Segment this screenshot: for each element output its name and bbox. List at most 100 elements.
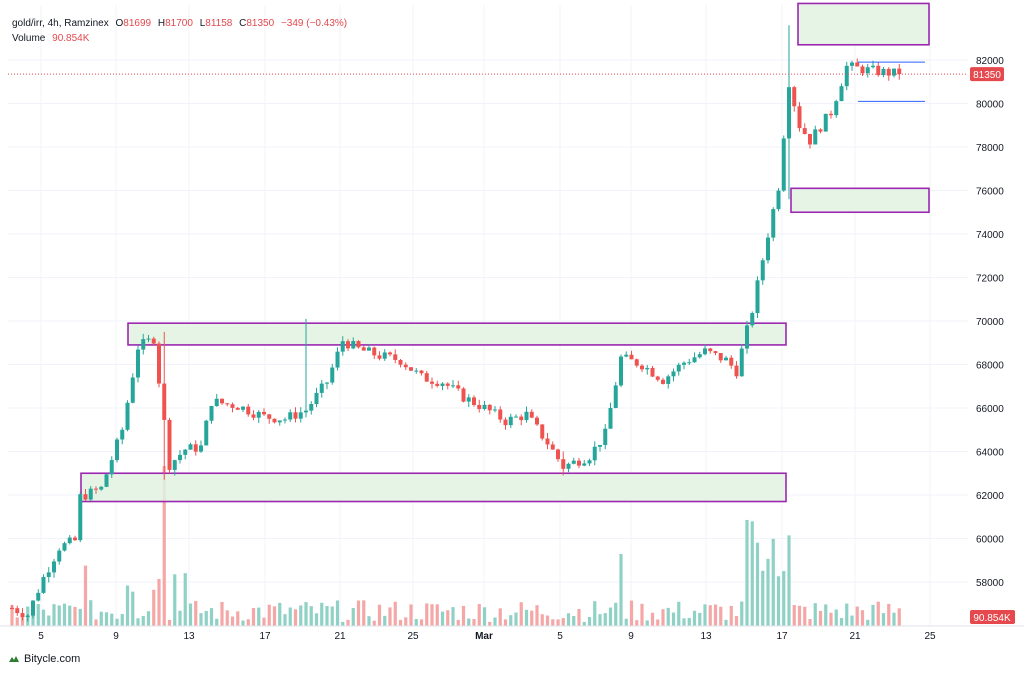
candle-body (482, 404, 487, 409)
candle-body (46, 572, 51, 577)
candle-body (20, 613, 25, 618)
volume-bar (94, 619, 98, 626)
y-tick-label: 68000 (976, 361, 1004, 372)
candle-body (272, 418, 277, 423)
candle (619, 354, 623, 388)
candle-body (325, 382, 329, 384)
candle-body (351, 341, 356, 349)
volume-bar (724, 619, 728, 626)
candle-body (409, 367, 413, 371)
candle-body (414, 370, 419, 372)
volume-bar (860, 610, 865, 626)
candle (556, 448, 560, 462)
candle-body (230, 404, 235, 408)
volume-bar (152, 589, 156, 626)
candle (57, 548, 62, 565)
volume-bar (162, 466, 166, 626)
y-tick-label: 70000 (976, 317, 1004, 328)
volume-bar (782, 571, 786, 626)
volume-bar (750, 521, 754, 626)
candle (844, 61, 849, 91)
legend-ohlc-row: gold/irr, 4h, Ramzinex O81699 H81700 L81… (12, 16, 347, 31)
candle-body (115, 439, 119, 461)
candle-body (619, 356, 623, 386)
candle-body (697, 354, 702, 358)
volume-bar (246, 619, 250, 626)
candle-body (309, 404, 314, 411)
candle (41, 574, 46, 594)
candle-body (314, 392, 319, 405)
candle-body (214, 398, 219, 407)
candle (377, 351, 382, 361)
candle-body (666, 376, 671, 384)
candle (808, 133, 812, 149)
candle (571, 457, 576, 465)
candle-body (892, 68, 896, 76)
candle (750, 311, 755, 328)
candle (272, 418, 277, 424)
close-label: C (239, 18, 247, 29)
candle-body (734, 365, 739, 377)
volume-bar (871, 604, 875, 626)
volume-bar (530, 610, 534, 626)
candle (288, 409, 293, 422)
candle (99, 486, 104, 491)
volume-bar (666, 607, 670, 626)
x-tick-label: 5 (557, 631, 563, 642)
candle-body (241, 406, 245, 410)
candle-body (136, 349, 140, 378)
candle (256, 410, 261, 423)
volume-bar (209, 608, 214, 626)
volume-bar (78, 608, 82, 626)
volume-bar (708, 605, 712, 626)
candle-body (367, 347, 371, 351)
change-value: −349 (−0.43%) (280, 18, 348, 29)
candle (482, 400, 487, 411)
candle (440, 382, 445, 391)
candle (687, 358, 692, 366)
open-value: 81699 (123, 18, 152, 29)
volume-bar (440, 611, 445, 626)
candle-body (897, 68, 902, 75)
volume-bar (241, 620, 245, 626)
candle (493, 406, 497, 413)
volume-bar (598, 614, 602, 626)
candle-body (36, 592, 41, 601)
candle (393, 349, 398, 364)
candle (713, 350, 718, 356)
candle-body (650, 367, 655, 377)
support-resistance-zone (790, 187, 930, 214)
candle (655, 375, 660, 382)
volume-bar (503, 619, 508, 626)
candle (834, 99, 839, 118)
candle (629, 350, 634, 360)
candle-body (871, 65, 875, 68)
volume-bar (215, 618, 219, 626)
volume-bar (125, 585, 130, 626)
brand-name: Bitycle.com (24, 653, 81, 665)
candle (88, 485, 93, 501)
candle (582, 459, 587, 467)
last-volume-tag (970, 610, 1015, 624)
volume-bar (15, 617, 19, 626)
candle-body (692, 357, 697, 363)
candle (136, 345, 140, 383)
volume-bar (887, 603, 891, 626)
volume-bar (73, 606, 77, 626)
volume-bar (551, 619, 555, 626)
candle (692, 352, 697, 363)
support-resistance-zone (127, 322, 787, 346)
volume-bar (425, 603, 429, 626)
candle-body (162, 383, 167, 420)
candle-body (886, 68, 891, 76)
volume-bar (855, 606, 859, 626)
candle (335, 347, 340, 371)
volume-bar (419, 619, 424, 626)
candle (367, 344, 371, 351)
candle (850, 60, 854, 71)
candle (760, 258, 765, 285)
candle (414, 367, 419, 374)
candle (188, 442, 193, 450)
